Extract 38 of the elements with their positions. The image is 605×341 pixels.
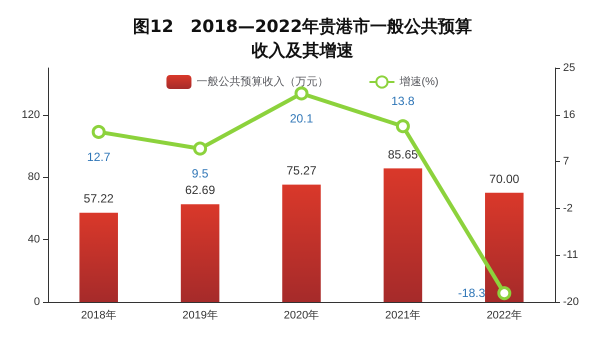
data-label: 57.22 (84, 192, 114, 206)
y2-tick-label: -11 (563, 249, 578, 262)
x-tick-label: 2020年 (284, 310, 320, 322)
point (294, 86, 308, 100)
data-label: 62.69 (185, 183, 216, 198)
x-tick-label: 2021年 (385, 310, 421, 322)
y2-tick-label: 25 (563, 62, 576, 74)
bar (79, 212, 118, 302)
legend-label: 增速(%) (398, 75, 439, 88)
data-label: 70.00 (489, 172, 520, 186)
data-label: 13.8 (391, 94, 415, 108)
y2-tick-label: -20 (563, 296, 579, 308)
point (92, 124, 106, 139)
data-label: 20.1 (290, 111, 314, 126)
x-tick-label: 2022年 (486, 310, 522, 322)
data-label: 12.7 (87, 150, 111, 164)
y2-tick-label: -2 (563, 202, 573, 214)
y-tick-label: 40 (28, 234, 40, 246)
y2-tick-label: 7 (563, 156, 570, 168)
x-tick-label: 2018年 (80, 310, 116, 322)
data-label: -18.3 (458, 286, 486, 300)
point (193, 142, 208, 156)
bar (282, 184, 321, 302)
point (396, 119, 410, 134)
bar (180, 204, 220, 302)
data-label: 75.27 (286, 164, 317, 178)
bar (384, 168, 422, 302)
chart-title: 图12 2018—2022年贵港市一般公共预算收入及其增速 (132, 17, 472, 61)
data-label: 85.65 (388, 147, 418, 162)
point (497, 286, 512, 300)
y-tick-label: 80 (28, 171, 40, 184)
x-tick-label: 2019年 (182, 310, 218, 322)
legend-label: 一般公共预算收入（万元） (196, 75, 328, 88)
data-label: 9.5 (192, 166, 209, 181)
y-tick-label: 0 (34, 296, 40, 308)
y-tick-label: 120 (22, 108, 40, 121)
y2-tick-label: 16 (563, 108, 576, 121)
bar (485, 192, 524, 302)
